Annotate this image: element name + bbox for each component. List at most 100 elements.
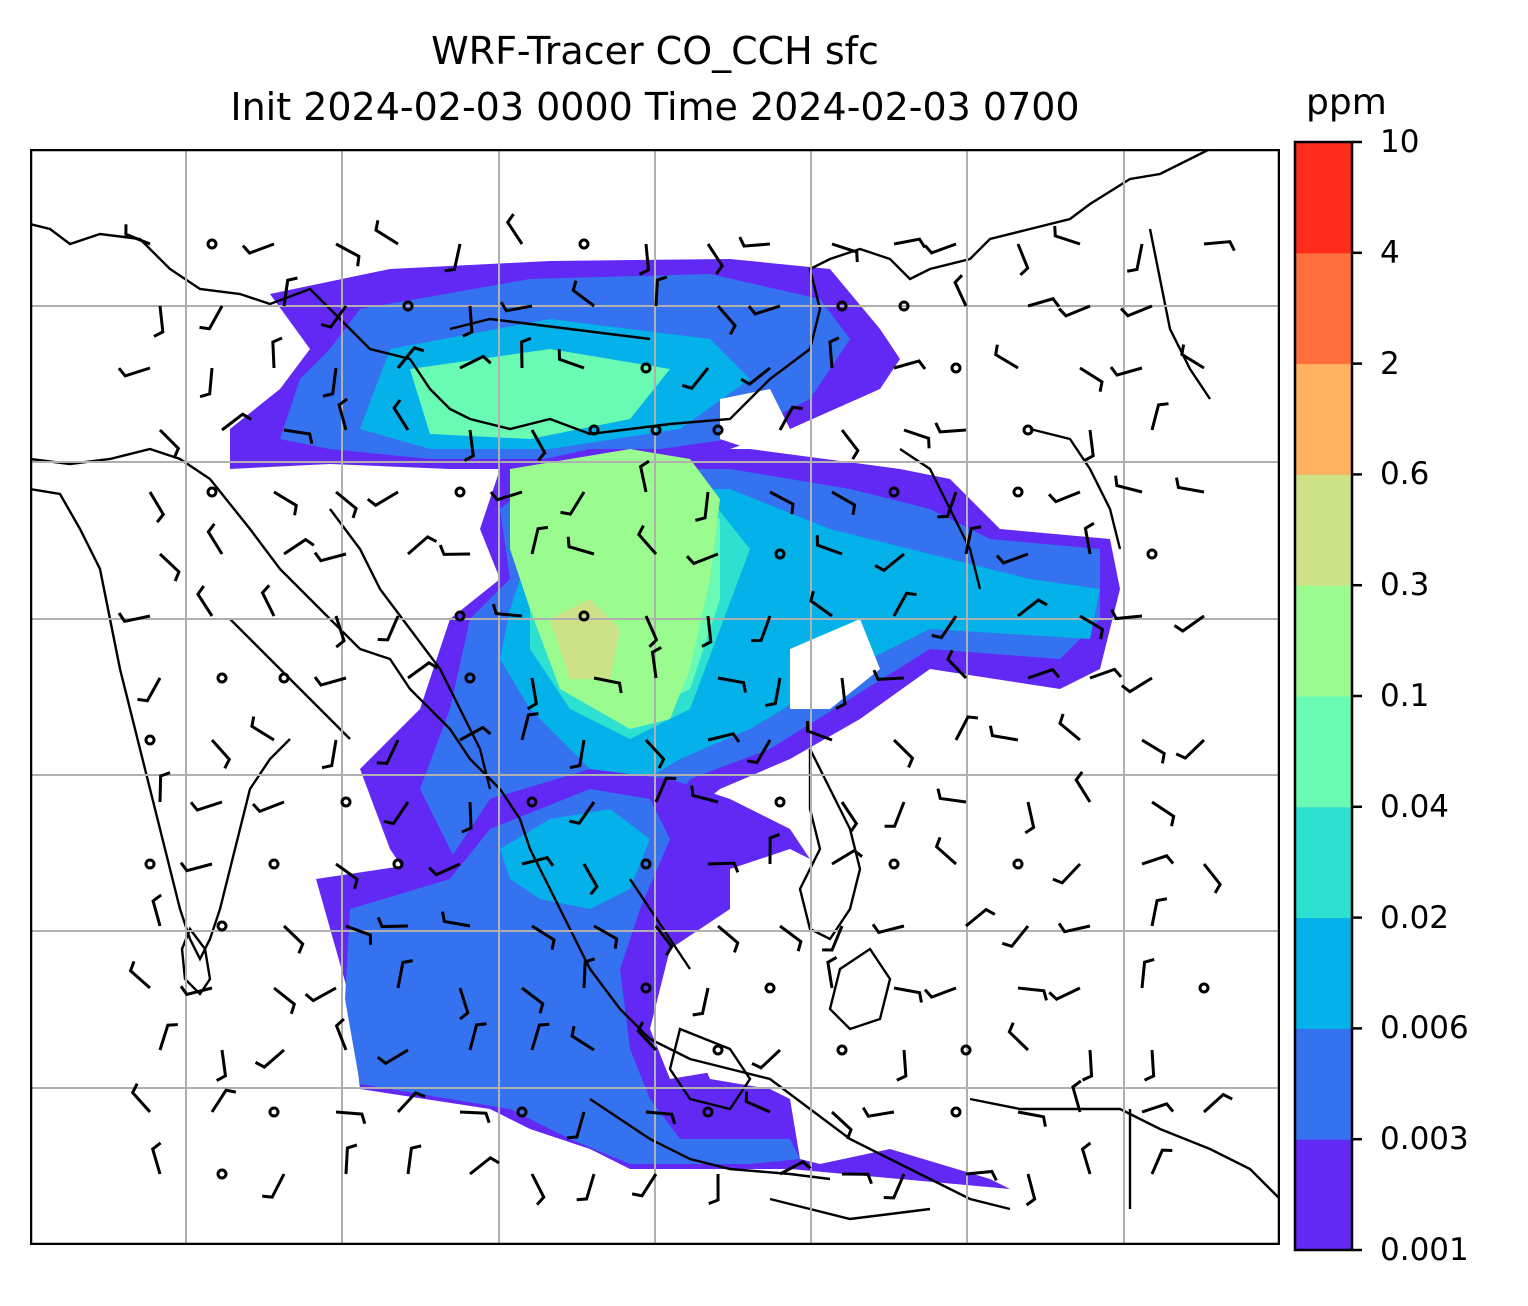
wind-barb xyxy=(1007,1022,1030,1052)
wind-barb xyxy=(335,490,358,519)
wind-barb xyxy=(841,1172,873,1185)
wind-barb xyxy=(468,1022,487,1051)
wind-barb xyxy=(582,863,599,896)
wind-barb xyxy=(1120,676,1153,694)
wind-barb xyxy=(438,544,471,556)
calm-wind-marker xyxy=(144,734,156,746)
wind-barb xyxy=(828,336,840,369)
wind-barb xyxy=(717,676,747,693)
calm-wind-marker xyxy=(888,858,900,870)
calm-wind-marker xyxy=(702,1106,714,1118)
wind-barb xyxy=(374,220,399,246)
wind-barb xyxy=(428,862,461,877)
wind-barb xyxy=(158,771,171,803)
wind-barb xyxy=(1052,862,1082,885)
calm-wind-marker xyxy=(206,238,218,250)
wind-barb xyxy=(965,907,996,928)
wind-barb xyxy=(1175,477,1205,494)
wind-barb xyxy=(638,459,650,493)
wind-barb xyxy=(271,336,283,369)
wind-barb xyxy=(1180,344,1205,370)
colorbar-tick-label: 0.04 xyxy=(1380,788,1450,825)
colorbar-segment xyxy=(1295,363,1352,475)
wind-barb xyxy=(304,986,337,1003)
wind-barb xyxy=(250,716,275,742)
wind-barb xyxy=(717,924,740,953)
wind-barb xyxy=(995,552,1029,565)
wind-barb xyxy=(527,677,539,711)
wind-barb xyxy=(530,429,547,462)
wind-barb xyxy=(345,924,373,946)
wind-barb xyxy=(934,422,967,434)
wind-barb xyxy=(396,1091,426,1114)
calm-wind-marker xyxy=(268,858,280,870)
wind-barb xyxy=(809,590,833,618)
wind-barb xyxy=(988,725,1019,742)
wind-barb xyxy=(716,305,737,336)
wind-barb xyxy=(1202,1092,1233,1114)
colorbar-tick-label: 0.006 xyxy=(1380,1010,1469,1047)
wind-barb xyxy=(751,1048,782,1070)
wind-barb xyxy=(644,738,666,769)
wind-barb xyxy=(893,986,923,1003)
wind-barb xyxy=(206,522,224,555)
wind-barb xyxy=(692,987,710,1017)
calm-wind-marker xyxy=(640,982,652,994)
wind-barb xyxy=(840,429,860,460)
calm-wind-marker xyxy=(950,362,962,374)
wind-barb xyxy=(1057,304,1091,318)
wind-barb xyxy=(148,491,166,524)
wind-barb xyxy=(835,677,847,710)
wind-barb xyxy=(650,646,662,679)
wind-barb xyxy=(893,237,927,249)
wind-barb xyxy=(407,535,438,556)
wind-barb xyxy=(469,1156,500,1176)
wind-barb xyxy=(896,1049,908,1082)
wind-barb xyxy=(337,397,348,431)
wind-barb xyxy=(137,677,162,703)
calm-wind-marker xyxy=(588,424,600,436)
wind-barb xyxy=(1203,240,1236,252)
wind-barb xyxy=(1110,608,1143,621)
wind-barb xyxy=(520,712,539,741)
colorbar-segment xyxy=(1295,142,1352,254)
wind-barb xyxy=(273,490,298,516)
wind-barb xyxy=(822,925,844,952)
calm-wind-marker xyxy=(206,486,218,498)
wind-barb xyxy=(1016,243,1030,277)
wind-barb xyxy=(1079,366,1104,392)
wind-barb xyxy=(1150,402,1169,431)
wind-barb xyxy=(1057,922,1091,934)
wind-barb xyxy=(520,336,532,369)
wind-barb xyxy=(768,833,781,865)
calm-wind-marker xyxy=(144,858,156,870)
wind-barb xyxy=(964,525,982,555)
wind-barb xyxy=(681,367,710,391)
wind-barb xyxy=(376,739,400,766)
wind-barb xyxy=(740,366,771,386)
calm-wind-marker xyxy=(1012,486,1024,498)
wind-barb xyxy=(1151,800,1176,827)
wind-barb xyxy=(778,405,803,431)
wind-barb xyxy=(396,959,413,989)
wind-barb xyxy=(335,1110,367,1125)
calm-wind-marker xyxy=(216,672,228,684)
wind-barb xyxy=(931,615,958,640)
wind-barb xyxy=(461,801,473,834)
wind-barb xyxy=(654,275,668,307)
wind-barb xyxy=(1202,863,1222,894)
calm-wind-marker xyxy=(578,610,590,622)
wind-barb xyxy=(569,801,596,826)
wind-barb xyxy=(593,924,619,949)
wind-barb xyxy=(744,1091,771,1114)
wind-barb xyxy=(322,367,338,398)
wind-barb xyxy=(344,1143,358,1175)
wind-barb xyxy=(965,1169,998,1182)
wind-barb xyxy=(1058,713,1081,742)
wind-barb xyxy=(215,1049,228,1082)
wind-barb xyxy=(128,960,151,990)
wind-barb xyxy=(210,739,232,769)
wind-barb xyxy=(462,305,474,338)
wind-barb xyxy=(1079,614,1105,640)
calm-wind-marker xyxy=(464,672,476,684)
